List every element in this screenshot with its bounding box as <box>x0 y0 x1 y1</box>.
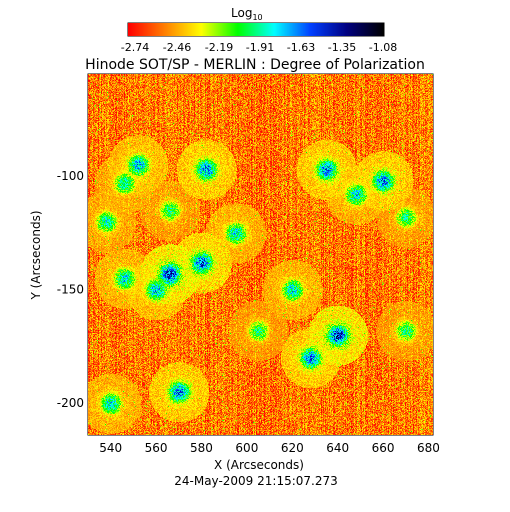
colorbar-tick-label: -2.46 <box>163 41 191 54</box>
x-tick-label: 660 <box>372 441 395 455</box>
x-tick-label: 680 <box>417 441 440 455</box>
y-tick-label: -150 <box>57 283 84 297</box>
colorbar-tick-label: -1.35 <box>328 41 356 54</box>
colorbar-tick-label: -2.74 <box>121 41 149 54</box>
y-tick-label: -200 <box>57 396 84 410</box>
y-axis-label: Y (Arcseconds) <box>29 210 43 300</box>
colorbar-tick-label: -2.19 <box>205 41 233 54</box>
y-tick-label: -100 <box>57 169 84 183</box>
x-tick-label: 540 <box>99 441 122 455</box>
x-tick-label: 640 <box>326 441 349 455</box>
colorbar-ticks: -2.74 -2.46 -2.19 -1.91 -1.63 -1.35 -1.0… <box>121 41 397 54</box>
chart-title: Hinode SOT/SP - MERLIN : Degree of Polar… <box>85 57 425 73</box>
x-tick-label: 600 <box>235 441 258 455</box>
polarization-map <box>88 74 433 435</box>
colorbar-tick-label: -1.63 <box>287 41 315 54</box>
x-axis-label: X (Arcseconds) <box>214 458 304 472</box>
timestamp-label: 24-May-2009 21:15:07.273 <box>174 474 338 488</box>
colorbar-tick-label: -1.91 <box>246 41 274 54</box>
colorbar-label-sub: 10 <box>252 13 262 22</box>
x-tick-label: 620 <box>281 441 304 455</box>
colorbar-label: Log10 <box>231 6 263 22</box>
colorbar-label-main: Log <box>231 6 252 20</box>
colorbar-tick-label: -1.08 <box>369 41 397 54</box>
x-tick-label: 560 <box>145 441 168 455</box>
x-tick-label: 580 <box>190 441 213 455</box>
colorbar <box>128 23 384 36</box>
